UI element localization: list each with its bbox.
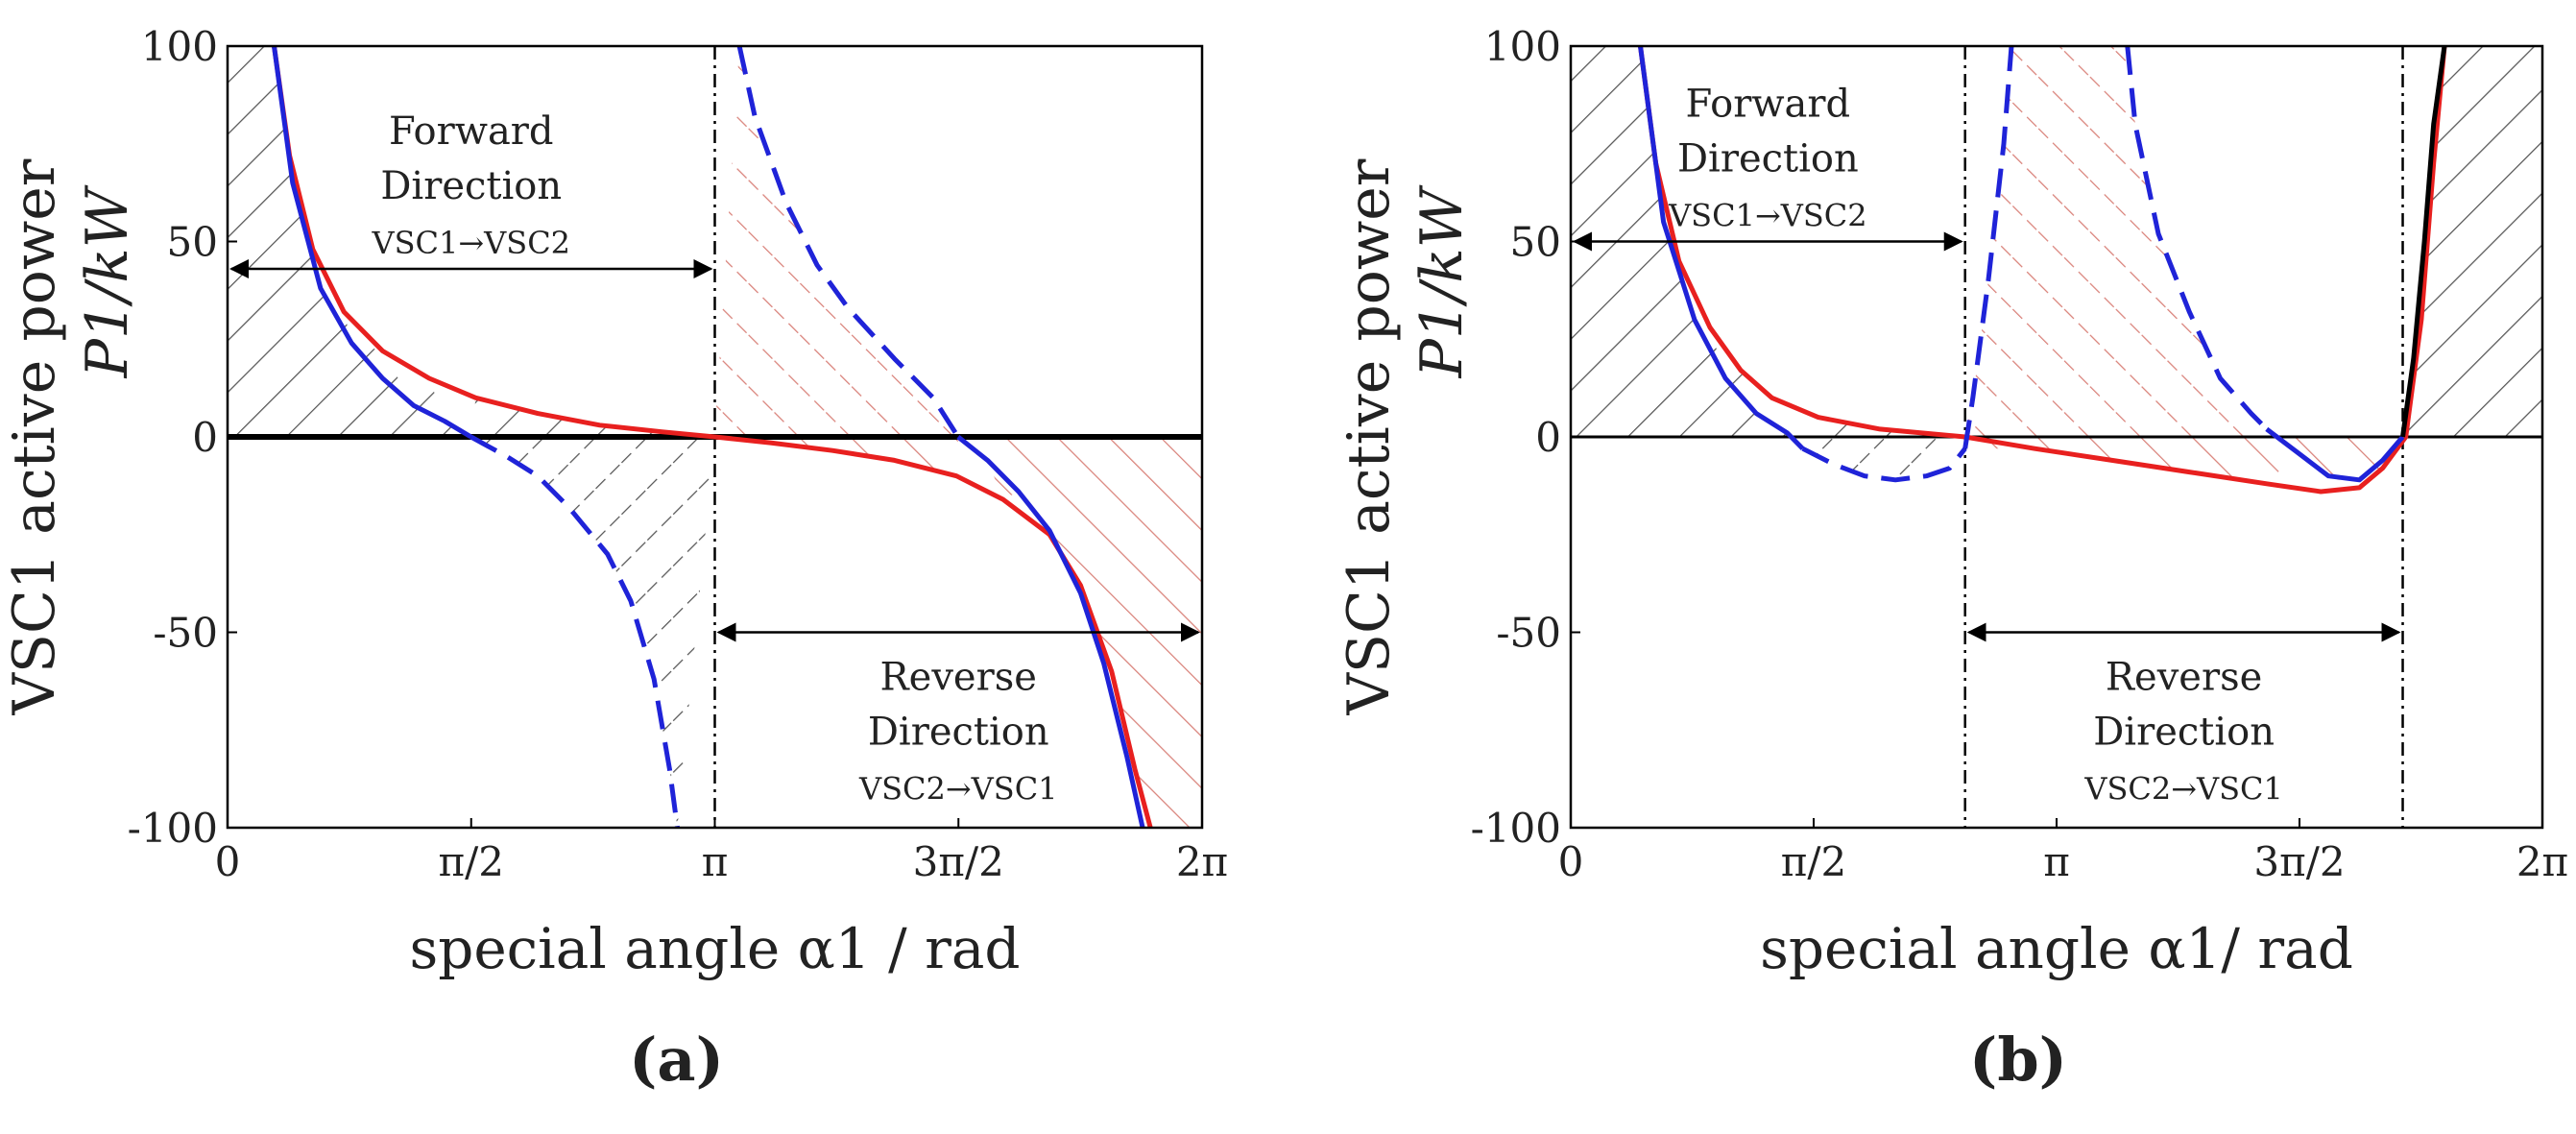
direction-annotation: VSC1→VSC2 [371, 225, 570, 261]
y-tick-label: 0 [1535, 414, 1561, 461]
x-tick-label: 3π/2 [913, 838, 1004, 885]
hatched-region [470, 437, 715, 828]
x-tick-label: 0 [1558, 838, 1584, 885]
direction-annotation: Direction [380, 164, 562, 208]
panel-label: (a) [629, 1025, 724, 1095]
series-line [1801, 446, 1967, 483]
x-tick-label: 0 [215, 838, 241, 885]
y-axis-label: VSC1 active power [1, 158, 68, 715]
hatched-region [1802, 437, 1965, 480]
y-axis-unit-label: P1/kW [74, 184, 141, 378]
direction-annotation: Direction [2093, 711, 2275, 755]
x-tick-label: π/2 [1781, 838, 1846, 885]
y-tick-label: 100 [1484, 23, 1561, 70]
y-tick-label: 50 [1510, 219, 1561, 266]
series-line [1962, 46, 2014, 449]
direction-annotation: Forward [1686, 83, 1851, 127]
x-axis-label: special angle α1 / rad [409, 916, 1020, 981]
x-tick-label: π/2 [439, 838, 504, 885]
direction-annotation: Reverse [2106, 656, 2262, 700]
y-axis-label: VSC1 active power [1336, 158, 1403, 715]
series-line [1638, 46, 2447, 495]
y-tick-label: 0 [192, 414, 218, 461]
x-tick-label: π [2043, 838, 2070, 885]
hatched-region [1571, 46, 1965, 437]
y-axis-unit-label: P1/kW [1408, 184, 1476, 378]
x-tick-label: 3π/2 [2253, 838, 2345, 885]
y-tick-label: -100 [1471, 805, 1561, 852]
x-tick-label: 2π [2516, 838, 2568, 885]
series-line [956, 435, 1145, 828]
x-axis-label: special angle α1/ rad [1760, 916, 2353, 981]
hatched-region [714, 437, 1202, 828]
x-tick-label: 2π [1176, 838, 1228, 885]
x-tick-label: π [702, 838, 729, 885]
y-tick-label: 100 [141, 23, 218, 70]
series-line [469, 434, 680, 828]
direction-annotation: VSC2→VSC1 [2083, 771, 2283, 808]
panel-label: (b) [1969, 1025, 2067, 1095]
direction-annotation: VSC2→VSC1 [858, 771, 1058, 808]
hatched-region [1964, 46, 2267, 437]
direction-annotation: Forward [389, 109, 554, 154]
series-line [2265, 426, 2405, 483]
series-line [1638, 46, 1805, 450]
direction-annotation: Direction [868, 711, 1049, 755]
series-line [2125, 46, 2269, 431]
y-tick-label: -50 [153, 610, 218, 657]
series-line [736, 46, 961, 439]
direction-annotation: VSC1→VSC2 [1668, 198, 1867, 234]
y-tick-label: -100 [128, 805, 218, 852]
series-line [2400, 46, 2447, 438]
y-tick-label: -50 [1496, 610, 1561, 657]
series-line [272, 46, 472, 440]
hatched-region [714, 46, 958, 437]
y-tick-label: 50 [167, 219, 218, 266]
hatched-region [1964, 437, 2403, 492]
direction-annotation: Reverse [880, 656, 1037, 700]
direction-annotation: Direction [1677, 137, 1859, 181]
